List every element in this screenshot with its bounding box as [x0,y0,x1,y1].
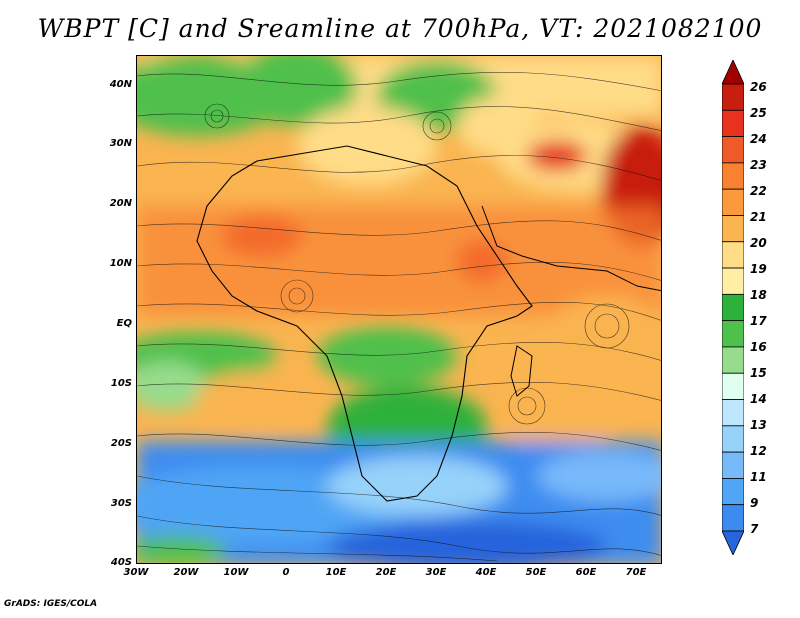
lon-label: 70E [625,567,647,578]
colorbar-segment [722,478,744,506]
colorbar-segment [722,320,744,348]
lon-label: 40E [475,567,497,578]
colorbar-tick-label: 9 [750,496,759,510]
colorbar-tick-label: 22 [750,184,767,198]
lon-label: 0 [282,567,290,578]
colorbar-tick-label: 15 [750,366,767,380]
colorbar-tick-label: 26 [750,80,767,94]
colorbar-segment [722,241,744,269]
lat-label: 40S [110,557,132,568]
colorbar-segment [722,346,744,374]
colorbar-segment [722,530,744,555]
colorbar-tick-label: 11 [750,470,767,484]
colorbar-tick-label: 13 [750,418,767,432]
lat-label: 40N [109,79,132,90]
colorbar-segment [722,136,744,164]
credit-label: GrADS: IGES/COLA [4,599,98,609]
lon-label: 60E [575,567,597,578]
colorbar-segment [722,399,744,427]
map-plot-area [136,55,662,564]
colorbar [722,60,744,555]
colorbar-tick-label: 21 [750,210,767,224]
lat-label: 20S [110,438,132,449]
lat-label: 20N [109,198,132,209]
colorbar-segment [722,188,744,216]
colorbar-tick-label: 23 [750,158,767,172]
lat-label: 30N [109,138,132,149]
colorbar-segment [722,109,744,137]
colorbar-segment [722,425,744,453]
colorbar-segment [722,293,744,322]
lat-label: 10N [109,258,132,269]
lon-label: 20E [375,567,397,578]
colorbar-segment [722,372,744,400]
colorbar-tick-label: 24 [750,132,767,146]
lon-label: 30E [425,567,447,578]
colorbar-tick-label: 16 [750,340,767,354]
colorbar-segment [722,504,744,532]
lat-label: 30S [110,498,132,509]
lon-label: 30W [123,567,149,578]
colorbar-tick-label: 18 [750,288,767,302]
colorbar-tick-label: 19 [750,262,767,276]
colorbar-tick-label: 12 [750,444,767,458]
colorbar-tick-label: 25 [750,106,767,120]
colorbar-tick-label: 20 [750,236,767,250]
colorbar-tick-label: 7 [750,522,759,536]
colorbar-tick-label: 14 [750,392,767,406]
lat-label: 10S [110,378,132,389]
colorbar-segment [722,83,744,111]
colorbar-segment [722,451,744,479]
colorbar-tick-label: 17 [750,314,767,328]
lat-label: EQ [116,318,132,329]
lon-label: 20W [173,567,199,578]
lon-label: 50E [525,567,547,578]
colorbar-segment [722,162,744,190]
plot-title: WBPT [C] and Sreamline at 700hPa, VT: 20… [37,14,763,43]
colorbar-segment [722,60,744,85]
wbpt-field [137,56,661,563]
colorbar-segment [722,267,744,295]
lon-label: 10E [325,567,347,578]
lon-label: 10W [223,567,249,578]
colorbar-segment [722,215,744,243]
